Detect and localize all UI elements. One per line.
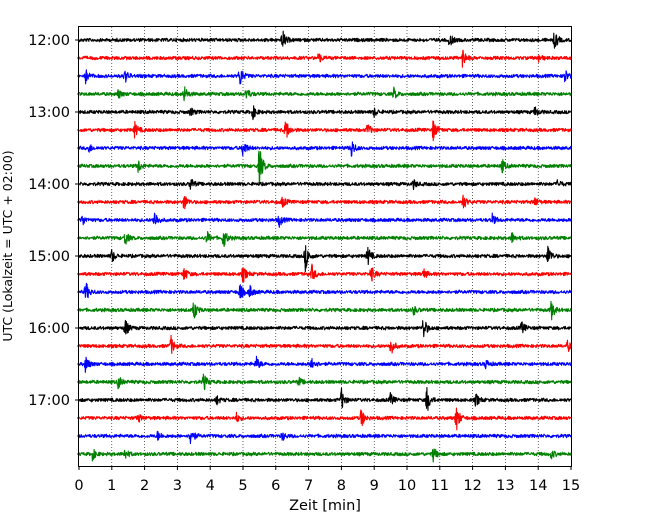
x-tick-label: 10 bbox=[398, 478, 416, 494]
y-axis-ticks: 12:00 13:00 14:00 15:00 16:00 17:00 bbox=[28, 33, 79, 455]
plot-frame bbox=[78, 26, 572, 467]
seismogram-trace bbox=[78, 49, 572, 68]
x-axis-label: Zeit [min] bbox=[289, 498, 361, 514]
x-axis-ticks: 0 1 2 3 4 5 6 7 8 9 10 11 12 13 14 15 bbox=[74, 466, 580, 494]
x-tick-label: 0 bbox=[74, 478, 83, 494]
x-tick-label: 5 bbox=[238, 478, 247, 494]
seismogram-trace bbox=[78, 150, 572, 186]
seismogram-trace bbox=[78, 263, 572, 283]
seismogram-trace bbox=[78, 407, 572, 431]
seismogram-trace bbox=[78, 373, 572, 391]
seismogram-trace bbox=[78, 334, 572, 355]
x-tick-label: 8 bbox=[337, 478, 346, 494]
y-axis-label: UTC (Lokalzeit = UTC + 02:00) bbox=[0, 150, 15, 341]
seismogram-trace bbox=[78, 141, 572, 157]
seismogram-trace bbox=[78, 105, 572, 121]
seismogram-trace bbox=[78, 448, 572, 463]
x-tick-label: 11 bbox=[431, 478, 449, 494]
seismogram-trace bbox=[78, 194, 572, 210]
x-tick-label: 7 bbox=[304, 478, 313, 494]
x-tick-label: 9 bbox=[370, 478, 379, 494]
y-tick-label: 14:00 bbox=[28, 177, 70, 193]
y-tick-label: 17:00 bbox=[28, 393, 70, 409]
seismogram-trace bbox=[78, 386, 572, 411]
seismogram-trace bbox=[78, 120, 572, 142]
seismogram-trace bbox=[78, 245, 572, 273]
seismogram-trace bbox=[78, 212, 572, 228]
seismogram-trace bbox=[78, 69, 572, 85]
x-tick-label: 15 bbox=[562, 478, 580, 494]
seismogram-trace bbox=[78, 230, 572, 247]
seismogram-trace bbox=[78, 319, 572, 338]
x-tick-label: 4 bbox=[206, 478, 215, 494]
x-tick-label: 13 bbox=[496, 478, 514, 494]
x-tick-label: 14 bbox=[529, 478, 547, 494]
y-tick-label: 16:00 bbox=[28, 321, 70, 337]
seismogram-trace bbox=[78, 86, 572, 102]
x-tick-label: 2 bbox=[140, 478, 149, 494]
x-tick-label: 6 bbox=[271, 478, 280, 494]
x-tick-label: 1 bbox=[107, 478, 116, 494]
seismogram-trace bbox=[78, 282, 572, 299]
seismogram-trace bbox=[78, 430, 572, 445]
seismogram-trace bbox=[78, 30, 572, 49]
y-tick-label: 15:00 bbox=[28, 249, 70, 265]
seismogram-traces bbox=[78, 30, 572, 463]
x-tick-label: 12 bbox=[463, 478, 481, 494]
y-tick-label: 12:00 bbox=[28, 33, 70, 49]
seismogram-trace bbox=[78, 179, 572, 191]
y-tick-label: 13:00 bbox=[28, 105, 70, 121]
vertical-gridlines bbox=[111, 27, 539, 466]
seismogram-trace bbox=[78, 355, 572, 373]
seismogram-trace bbox=[78, 300, 572, 321]
x-tick-label: 3 bbox=[173, 478, 182, 494]
